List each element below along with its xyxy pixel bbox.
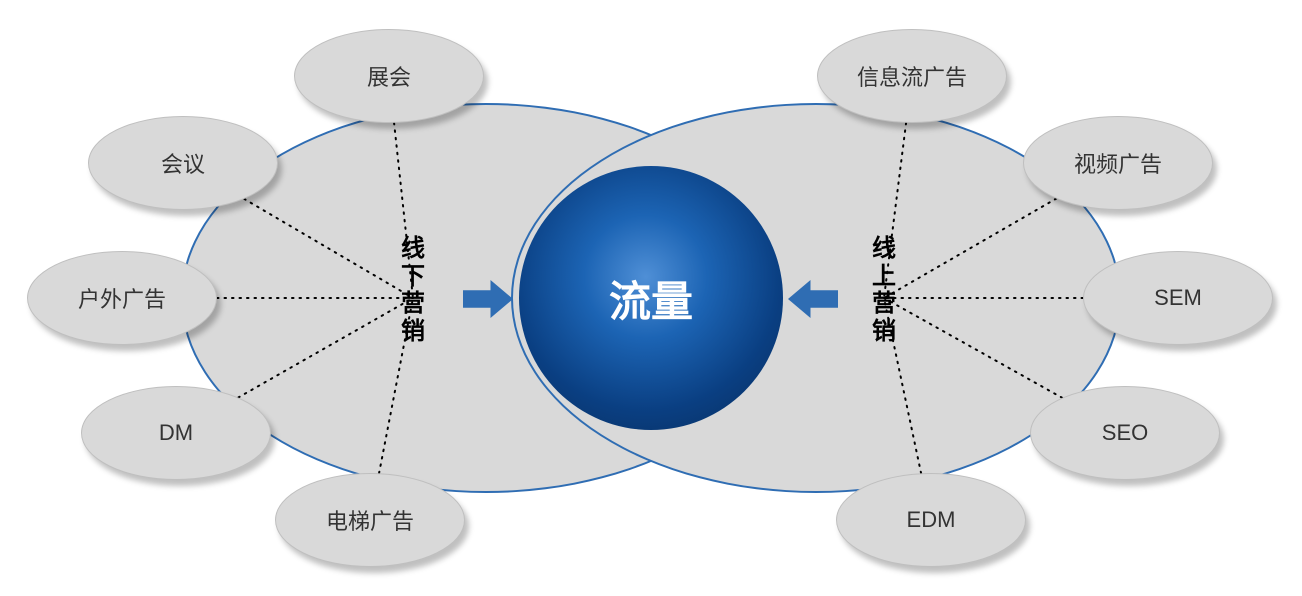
item-online-4: EDM (836, 473, 1026, 567)
item-label: 户外广告 (78, 282, 166, 314)
arrow-right-to-center (788, 280, 838, 318)
item-label: EDM (907, 507, 956, 533)
item-online-2: SEM (1083, 251, 1273, 345)
item-online-0: 信息流广告 (817, 29, 1007, 123)
item-offline-4: 电梯广告 (275, 473, 465, 567)
item-offline-0: 展会 (294, 29, 484, 123)
item-label: 展会 (367, 60, 411, 92)
center-circle: 流量 (519, 166, 783, 430)
arrow-left-to-center (463, 280, 513, 318)
item-online-1: 视频广告 (1023, 116, 1213, 210)
item-label: 会议 (161, 147, 205, 179)
item-offline-2: 户外广告 (27, 251, 217, 345)
item-online-3: SEO (1030, 386, 1220, 480)
item-offline-1: 会议 (88, 116, 278, 210)
item-label: DM (159, 420, 193, 446)
item-label: SEM (1154, 285, 1202, 311)
item-label: SEO (1102, 420, 1148, 446)
item-label: 信息流广告 (857, 60, 967, 92)
hub-label-offline: 线下营销 (399, 235, 427, 345)
center-label: 流量 (609, 268, 693, 329)
item-label: 视频广告 (1074, 147, 1162, 179)
item-label: 电梯广告 (326, 504, 414, 536)
item-offline-3: DM (81, 386, 271, 480)
hub-label-online: 线上营销 (870, 235, 898, 345)
diagram-stage: 流量 线下营销 线上营销 展会会议户外广告 DM 电梯广告 信息流广告视频广告 SEM S… (0, 0, 1302, 596)
